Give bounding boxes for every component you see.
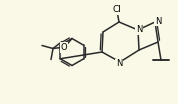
Text: O: O bbox=[61, 43, 67, 52]
Text: Cl: Cl bbox=[112, 6, 121, 14]
Text: N: N bbox=[116, 59, 122, 69]
Text: N: N bbox=[136, 25, 142, 35]
Text: N: N bbox=[155, 17, 161, 25]
